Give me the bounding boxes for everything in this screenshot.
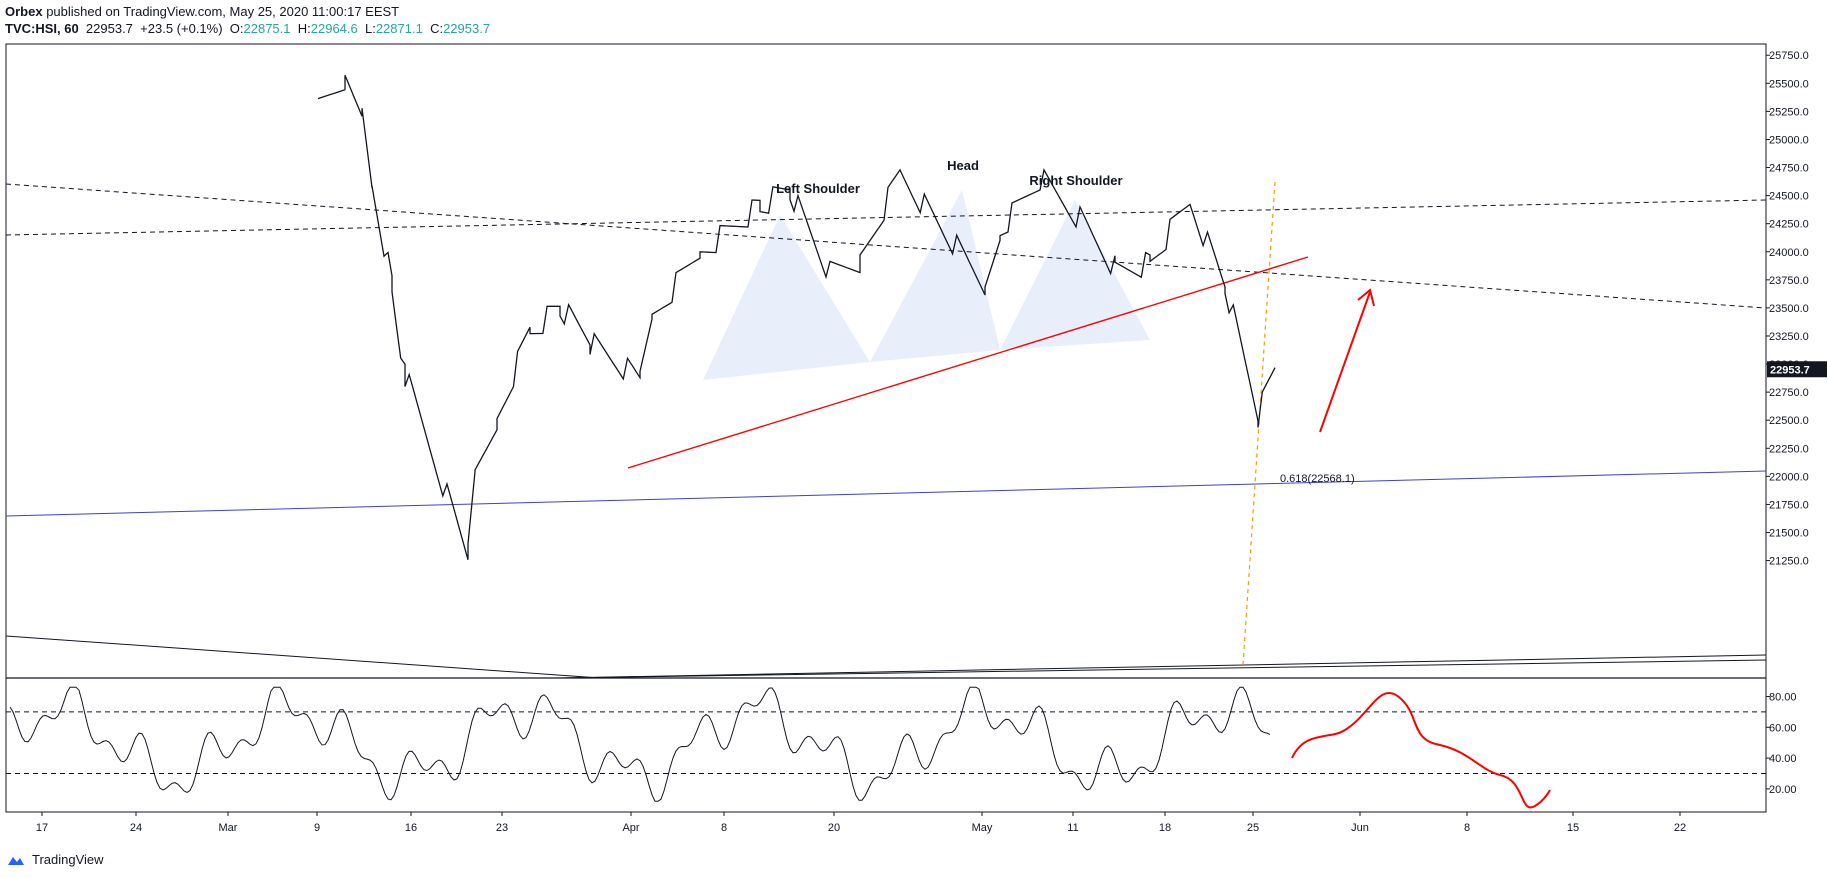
open-value: 22875.1 bbox=[243, 21, 291, 36]
right-shoulder-label: Right Shoulder bbox=[1029, 173, 1122, 188]
price-tick-label: 22000.0 bbox=[1769, 471, 1809, 483]
rsi-tick-label: 60.00 bbox=[1769, 722, 1797, 734]
high-label: H: bbox=[297, 21, 311, 36]
head-shape bbox=[870, 190, 1000, 362]
arrow-head bbox=[1357, 288, 1375, 307]
rsi-tick-label: 40.00 bbox=[1769, 753, 1797, 765]
ohlc-legend: TVC:HSI, 60 22953.7 +23.5 (+0.1%) O:2287… bbox=[5, 21, 490, 36]
tradingview-logo[interactable]: TradingView bbox=[6, 852, 104, 867]
head-label: Head bbox=[947, 158, 979, 173]
time-tick-label: 8 bbox=[1464, 822, 1470, 834]
rsi-series bbox=[9, 686, 1271, 802]
time-tick-label: 17 bbox=[36, 822, 48, 834]
price-tick-label: 25000.0 bbox=[1769, 134, 1809, 146]
projection-arrow bbox=[1319, 291, 1371, 433]
price-tick-label: 23500.0 bbox=[1769, 303, 1809, 315]
price-pane-frame bbox=[5, 43, 1767, 679]
publisher-name: Orbex bbox=[5, 4, 43, 19]
price-tick-label: 24250.0 bbox=[1769, 219, 1809, 231]
last-price-tag bbox=[1767, 361, 1827, 378]
neckline-trendline bbox=[627, 256, 1309, 469]
tradingview-cloud-icon bbox=[8, 856, 24, 865]
open-label: O: bbox=[229, 21, 244, 36]
last-price: 22953.7 bbox=[85, 21, 133, 36]
time-tick-label: 20 bbox=[828, 822, 840, 834]
publish-info: Orbex published on TradingView.com, May … bbox=[5, 4, 399, 19]
price-tick-label: 23250.0 bbox=[1769, 331, 1809, 343]
price-tick-label: 22750.0 bbox=[1769, 387, 1809, 399]
symbol-label: TVC:HSI, 60 bbox=[5, 21, 79, 36]
price-tick-label: 21500.0 bbox=[1769, 528, 1809, 540]
right-shoulder-shape bbox=[1000, 200, 1150, 350]
price-tick-label: 23750.0 bbox=[1769, 275, 1809, 287]
time-tick-label: 18 bbox=[1159, 822, 1171, 834]
time-tick-label: 16 bbox=[405, 822, 417, 834]
time-tick-label: Apr bbox=[622, 822, 639, 834]
last-price-tag-label: 22953.7 bbox=[1770, 364, 1810, 376]
high-value: 22964.6 bbox=[310, 21, 358, 36]
time-tick-label: 9 bbox=[314, 822, 320, 834]
time-tick-label: 11 bbox=[1067, 822, 1078, 834]
price-change: +23.5 (+0.1%) bbox=[140, 21, 223, 36]
price-tick-label: 24500.0 bbox=[1769, 191, 1809, 203]
low-label: L: bbox=[364, 21, 376, 36]
time-tick-label: 24 bbox=[130, 822, 142, 834]
time-tick-label: 23 bbox=[496, 822, 508, 834]
time-tick-label: 22 bbox=[1674, 822, 1686, 834]
time-tick-label: Mar bbox=[219, 822, 238, 834]
rsi-projection-curve bbox=[1291, 691, 1551, 809]
close-label: C: bbox=[430, 21, 444, 36]
low-value: 22871.1 bbox=[375, 21, 423, 36]
left-shoulder-label: Left Shoulder bbox=[776, 181, 860, 196]
price-tick-label: 25750.0 bbox=[1769, 50, 1809, 62]
rsi-tick-label: 20.00 bbox=[1769, 784, 1797, 796]
price-tick-label: 22250.0 bbox=[1769, 443, 1809, 455]
price-series bbox=[317, 75, 1276, 560]
published-text: published on TradingView.com, May 25, 20… bbox=[46, 4, 400, 19]
left-shoulder-shape bbox=[703, 215, 870, 380]
price-tick-label: 25500.0 bbox=[1769, 78, 1809, 90]
time-tick-label: Jun bbox=[1351, 822, 1369, 834]
fib-level-label: 0.618(22568.1) bbox=[1280, 473, 1355, 485]
price-tick-label: 24750.0 bbox=[1769, 163, 1809, 175]
channel-line-1 bbox=[5, 635, 601, 679]
channel-line-2 bbox=[559, 654, 1767, 679]
price-tick-label: 24000.0 bbox=[1769, 247, 1809, 259]
rsi-tick-label: 80.00 bbox=[1769, 691, 1797, 703]
price-tick-label: 21250.0 bbox=[1769, 556, 1809, 568]
dashed-trendline-1 bbox=[5, 183, 1767, 309]
time-tick-label: May bbox=[972, 822, 993, 834]
time-tick-label: 8 bbox=[721, 822, 727, 834]
rsi-pane-frame bbox=[5, 677, 1767, 813]
time-tick-label: 25 bbox=[1247, 822, 1259, 834]
fib-line bbox=[5, 470, 1767, 517]
brand-label: TradingView bbox=[32, 852, 104, 867]
price-tick-label: 21750.0 bbox=[1769, 499, 1809, 511]
channel-line-3 bbox=[559, 659, 1767, 679]
price-tick-label: 25250.0 bbox=[1769, 106, 1809, 118]
price-tick-label: 22500.0 bbox=[1769, 415, 1809, 427]
time-tick-label: 15 bbox=[1567, 822, 1579, 834]
price-chart[interactable]: 25750.0 25500.0 25250.0 25000.0 24750.0 24500… bbox=[0, 0, 1828, 850]
close-value: 22953.7 bbox=[443, 21, 491, 36]
